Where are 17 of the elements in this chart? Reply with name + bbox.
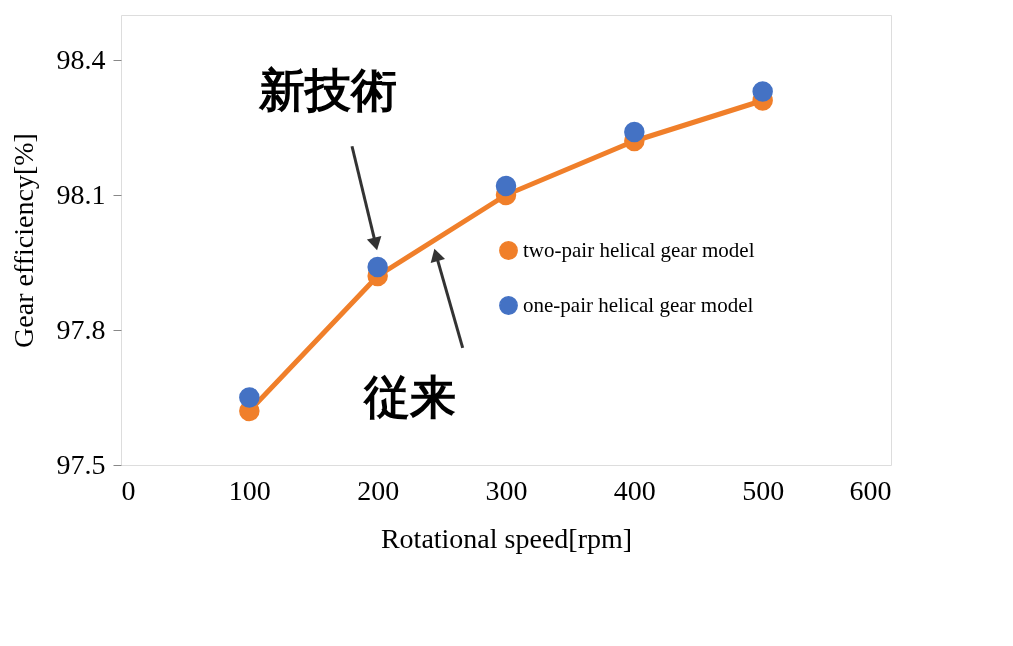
- y-tick-label: 98.1: [56, 178, 106, 210]
- legend-label: two-pair helical gear model: [523, 237, 755, 262]
- annotation: 新技術: [257, 62, 397, 117]
- y-tick-label: 97.8: [56, 313, 106, 345]
- x-tick-label: 0: [121, 474, 136, 506]
- x-tick-label: 400: [613, 474, 656, 506]
- x-tick-label: 200: [357, 474, 400, 506]
- y-axis-title: Gear efficiency[%]: [7, 133, 39, 348]
- x-tick-label: 300: [485, 474, 528, 506]
- y-tick-label: 97.5: [56, 448, 106, 480]
- x-tick-label: 600: [849, 474, 892, 506]
- y-tick-label: 98.4: [56, 43, 106, 75]
- x-tick-label: 100: [228, 474, 271, 506]
- x-axis-title: Rotational speed[rpm]: [380, 522, 633, 554]
- x-tick-label: 500: [742, 474, 785, 506]
- legend-label: one-pair helical gear model: [523, 292, 754, 317]
- annotation: 従来: [361, 370, 456, 425]
